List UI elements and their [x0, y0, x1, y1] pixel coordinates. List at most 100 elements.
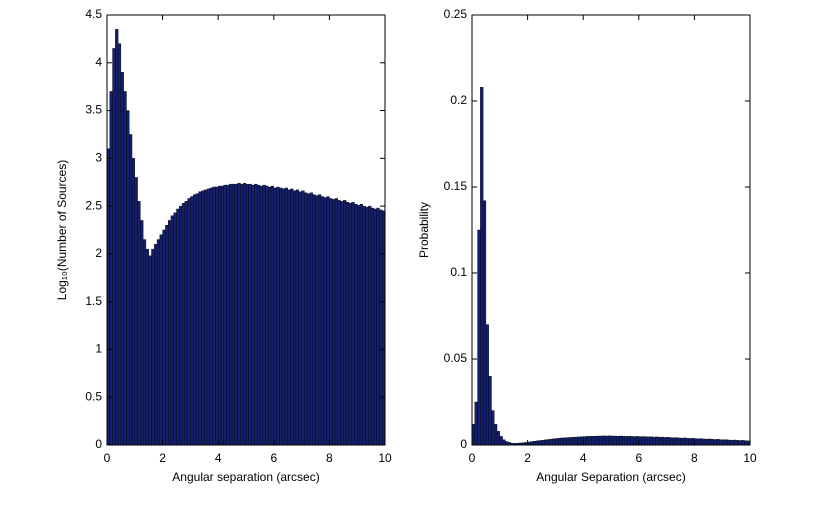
bar: [499, 436, 503, 446]
bar: [301, 190, 305, 446]
bar: [154, 244, 158, 446]
x-axis-label: Angular separation (arcsec): [172, 470, 319, 484]
bar: [192, 194, 197, 446]
bar: [605, 435, 609, 446]
bar: [112, 48, 116, 446]
bar: [273, 187, 277, 446]
bar: [655, 436, 659, 446]
bar: [134, 177, 138, 446]
bar: [722, 439, 726, 446]
bar: [674, 437, 678, 446]
bar: [117, 43, 122, 446]
bar: [685, 438, 690, 446]
bar: [304, 192, 308, 446]
bar: [290, 188, 294, 446]
bar: [162, 229, 166, 446]
bar: [262, 184, 266, 446]
bar: [365, 206, 369, 446]
y-tick-label: 4: [95, 55, 102, 69]
bar: [477, 229, 481, 446]
y-tick-label: 2.5: [85, 198, 102, 212]
bar: [671, 437, 676, 446]
bar: [591, 436, 595, 446]
bar: [474, 401, 478, 446]
bar: [248, 183, 252, 446]
bar: [270, 185, 274, 446]
bar: [215, 186, 219, 446]
bar: [530, 441, 534, 446]
bar: [549, 438, 553, 446]
bar: [243, 182, 247, 446]
x-axis-label: Angular Separation (arcsec): [536, 470, 685, 484]
bar: [596, 435, 601, 446]
bar: [320, 196, 325, 446]
bar: [370, 207, 375, 446]
x-tick-label: 10: [743, 451, 757, 465]
bar: [115, 29, 119, 446]
bar: [555, 438, 559, 446]
y-tick-label: 0.25: [444, 7, 468, 21]
x-tick-label: 4: [580, 451, 587, 465]
x-tick-label: 6: [270, 451, 277, 465]
y-tick-label: 1.5: [85, 294, 102, 308]
bar: [560, 437, 564, 446]
bar: [594, 436, 598, 446]
x-tick-label: 8: [326, 451, 333, 465]
bar: [669, 437, 673, 446]
bar: [482, 200, 487, 446]
bar: [599, 435, 603, 446]
bar: [535, 440, 539, 446]
bar: [348, 203, 352, 446]
bar: [268, 186, 272, 446]
bar: [730, 439, 734, 446]
bar: [129, 134, 133, 446]
bar: [212, 186, 216, 446]
bar: [627, 436, 631, 446]
bar: [630, 436, 634, 446]
bar: [279, 187, 283, 446]
y-tick-label: 0.1: [450, 265, 467, 279]
y-axis-label: Probability: [417, 202, 431, 258]
bar: [323, 197, 327, 446]
bar: [231, 183, 236, 446]
bar: [334, 198, 338, 446]
bar: [646, 436, 651, 446]
bar: [142, 239, 147, 446]
bar: [184, 201, 188, 446]
bar: [337, 200, 341, 446]
bar: [373, 208, 377, 446]
bar: [240, 183, 244, 446]
bar: [735, 440, 740, 446]
x-tick-label: 10: [378, 451, 392, 465]
bar: [574, 436, 578, 446]
bar: [544, 439, 548, 446]
bar: [724, 439, 728, 446]
y-tick-label: 0.05: [444, 351, 468, 365]
bar: [699, 438, 703, 446]
bar: [195, 193, 199, 446]
x-tick-label: 2: [159, 451, 166, 465]
x-tick-label: 0: [469, 451, 476, 465]
bar: [491, 410, 495, 446]
bar: [295, 189, 300, 446]
bar: [204, 189, 208, 446]
bar: [256, 184, 261, 446]
bar: [181, 203, 186, 446]
bar: [265, 185, 269, 446]
bar: [229, 183, 233, 446]
bar: [680, 437, 684, 446]
bar: [532, 441, 537, 446]
bar: [641, 436, 645, 446]
bar: [538, 440, 542, 446]
bar: [563, 437, 567, 446]
bar: [652, 436, 656, 446]
bar: [485, 324, 489, 446]
bar: [588, 436, 592, 446]
bar: [109, 91, 113, 446]
bar: [315, 195, 319, 446]
bar: [176, 208, 180, 446]
bar: [566, 437, 570, 446]
bar: [688, 438, 692, 446]
bar: [351, 202, 355, 446]
